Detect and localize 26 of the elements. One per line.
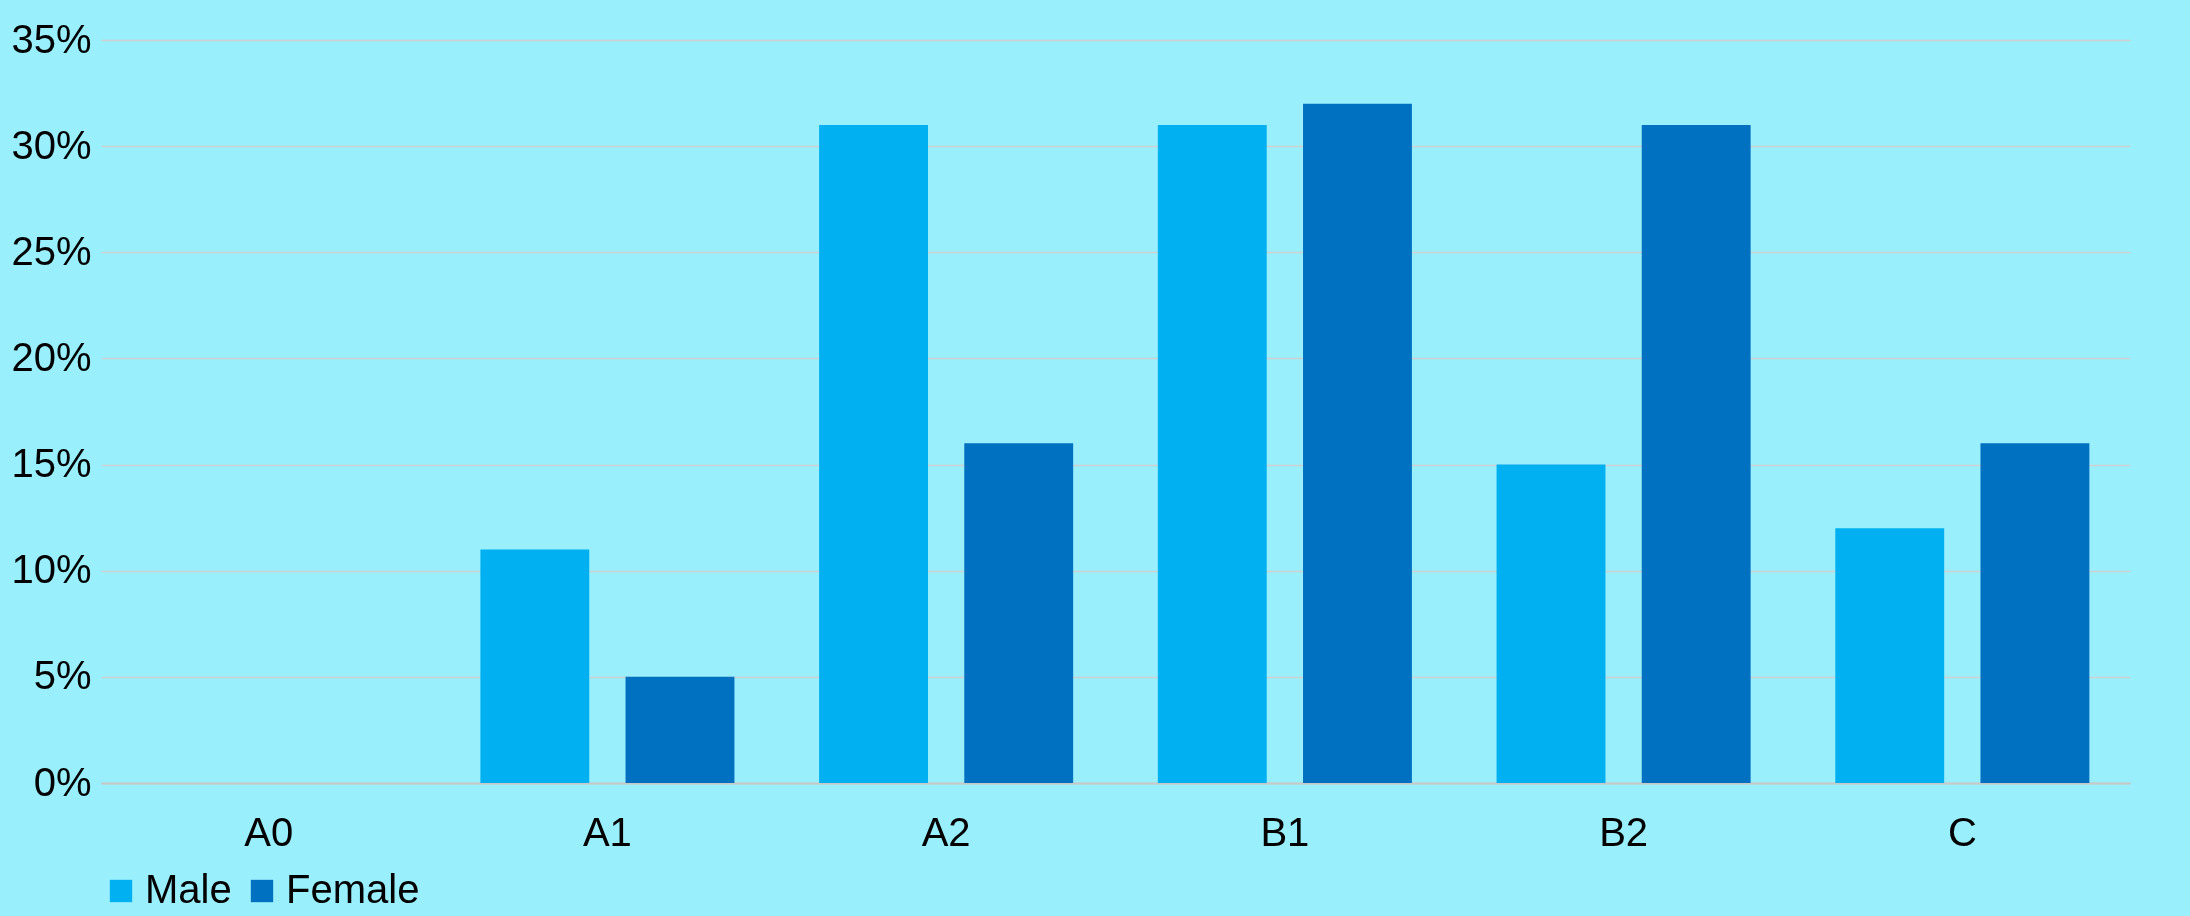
x-tick-label: A0 bbox=[244, 809, 294, 854]
bar bbox=[1157, 124, 1267, 783]
bar bbox=[964, 443, 1074, 783]
legend-label: Female bbox=[286, 867, 420, 911]
bar bbox=[1641, 124, 1751, 783]
bar bbox=[1496, 464, 1606, 783]
x-tick-label: B1 bbox=[1260, 809, 1310, 854]
x-tick-label: A2 bbox=[921, 809, 971, 854]
bar bbox=[1303, 103, 1412, 783]
bar bbox=[625, 676, 735, 783]
y-tick-label: 10% bbox=[11, 547, 92, 592]
y-tick-label: 0% bbox=[33, 759, 92, 804]
y-tick-label: 15% bbox=[11, 441, 92, 486]
bar bbox=[1835, 528, 1945, 783]
legend-label: Male bbox=[145, 867, 232, 911]
x-tick-label: C bbox=[1947, 809, 1977, 854]
bar bbox=[819, 124, 928, 783]
bar bbox=[480, 549, 590, 783]
y-tick-label: 30% bbox=[11, 122, 92, 167]
y-tick-label: 25% bbox=[11, 228, 92, 273]
y-tick-label: 5% bbox=[33, 653, 92, 698]
bar bbox=[1980, 443, 2090, 783]
y-tick-label: 20% bbox=[11, 334, 92, 379]
y-tick-label: 35% bbox=[11, 16, 92, 61]
x-tick-label: A1 bbox=[582, 809, 632, 854]
x-tick-label: B2 bbox=[1599, 809, 1649, 854]
